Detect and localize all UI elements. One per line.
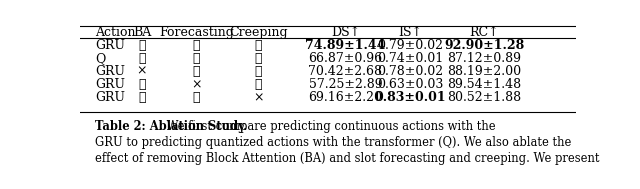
Text: effect of removing Block Attention (BA) and slot forecasting and creeping. We pr: effect of removing Block Attention (BA) … — [95, 152, 600, 165]
Text: 0.78±0.02: 0.78±0.02 — [377, 65, 443, 78]
Text: ✓: ✓ — [138, 78, 146, 91]
Text: IS↑: IS↑ — [398, 26, 422, 39]
Text: 74.89±1.44: 74.89±1.44 — [305, 39, 385, 52]
Text: ×: × — [137, 65, 147, 78]
Text: ×: × — [253, 91, 264, 104]
Text: 88.19±2.00: 88.19±2.00 — [447, 65, 522, 78]
Text: ✓: ✓ — [193, 65, 200, 78]
Text: RC↑: RC↑ — [469, 26, 499, 39]
Text: ✓: ✓ — [255, 78, 262, 91]
Text: 89.54±1.48: 89.54±1.48 — [447, 78, 522, 91]
Text: 87.12±0.89: 87.12±0.89 — [447, 52, 521, 65]
Text: DS↑: DS↑ — [331, 26, 360, 39]
Text: Action: Action — [95, 26, 136, 39]
Text: Forecasting: Forecasting — [159, 26, 234, 39]
Text: 69.16±2.20: 69.16±2.20 — [308, 91, 382, 104]
Text: ✓: ✓ — [193, 52, 200, 65]
Text: 0.74±0.01: 0.74±0.01 — [377, 52, 443, 65]
Text: 0.79±0.02: 0.79±0.02 — [377, 39, 443, 52]
Text: Q: Q — [95, 52, 105, 65]
Text: ×: × — [191, 78, 202, 91]
Text: GRU: GRU — [95, 39, 125, 52]
Text: ✓: ✓ — [193, 91, 200, 104]
Text: ✓: ✓ — [255, 52, 262, 65]
Text: 70.42±2.68: 70.42±2.68 — [308, 65, 382, 78]
Text: ✓: ✓ — [255, 65, 262, 78]
Text: 0.83±0.01: 0.83±0.01 — [374, 91, 445, 104]
Text: GRU: GRU — [95, 65, 125, 78]
Text: ✓: ✓ — [138, 39, 146, 52]
Text: ✓: ✓ — [138, 52, 146, 65]
Text: ✓: ✓ — [193, 39, 200, 52]
Text: ✓: ✓ — [138, 91, 146, 104]
Text: We first compare predicting continuous actions with the: We first compare predicting continuous a… — [163, 119, 496, 132]
Text: 57.25±2.89: 57.25±2.89 — [308, 78, 382, 91]
Text: GRU: GRU — [95, 91, 125, 104]
Text: Creeping: Creeping — [229, 26, 288, 39]
Text: GRU to predicting quantized actions with the transformer (Q). We also ablate the: GRU to predicting quantized actions with… — [95, 136, 572, 149]
Text: ✓: ✓ — [255, 39, 262, 52]
Text: 92.90±1.28: 92.90±1.28 — [444, 39, 524, 52]
Text: GRU: GRU — [95, 78, 125, 91]
Text: BA: BA — [133, 26, 151, 39]
Text: 80.52±1.88: 80.52±1.88 — [447, 91, 522, 104]
Text: 0.63±0.03: 0.63±0.03 — [377, 78, 443, 91]
Text: 66.87±0.96: 66.87±0.96 — [308, 52, 383, 65]
Text: Table 2: Ablation Study.: Table 2: Ablation Study. — [95, 119, 247, 132]
